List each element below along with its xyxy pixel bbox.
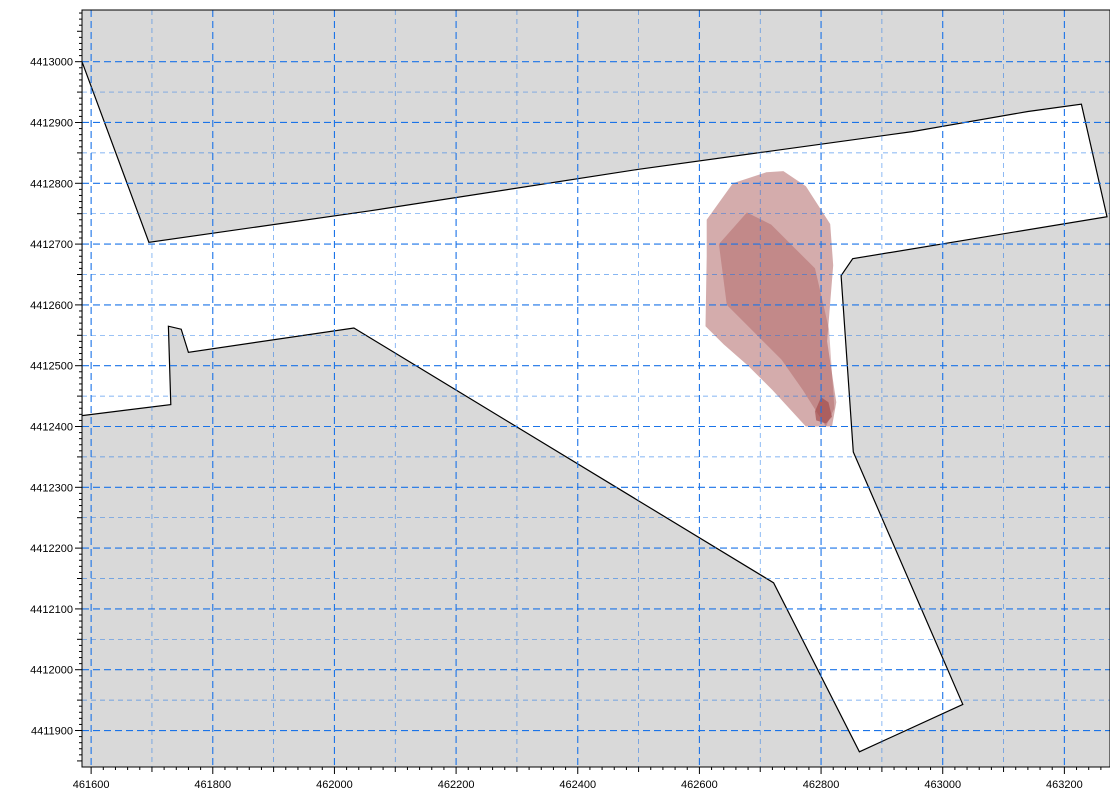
y-tick-label: 4412200 [30, 543, 73, 555]
x-tick-label: 462400 [559, 779, 596, 791]
grid-layer [82, 10, 1110, 767]
plot-frame [81, 9, 1110, 768]
y-tick-label: 4412600 [30, 300, 73, 312]
x-axis: 461600 461800 462000 462200 462400 462600 4628… [73, 767, 1102, 791]
plume-contour-2 [718, 212, 835, 427]
plume-contour-1 [705, 171, 837, 427]
plume-contour-3 [815, 397, 832, 424]
y-tick-label: 4412500 [30, 361, 73, 373]
x-tick-label: 462200 [438, 779, 475, 791]
water-area [82, 61, 1108, 753]
y-tick-label: 4412400 [30, 422, 73, 434]
x-tick-label: 462000 [316, 779, 353, 791]
y-tick-label: 4412800 [30, 178, 73, 190]
x-tick-label: 462800 [803, 779, 840, 791]
x-tick-label: 462600 [681, 779, 718, 791]
y-axis: 4411900 4412000 4412100 4412200 4412300 44124… [30, 12, 82, 762]
y-tick-label: 4411900 [31, 726, 73, 738]
y-tick-label: 4413000 [30, 57, 73, 69]
plot-area [82, 10, 1110, 767]
x-tick-label: 463000 [924, 779, 961, 791]
y-tick-label: 4412100 [30, 604, 73, 616]
x-tick-label: 461600 [73, 779, 110, 791]
y-tick-label: 4412700 [30, 239, 73, 251]
y-tick-label: 4412000 [30, 665, 73, 677]
y-tick-label: 4412300 [30, 482, 73, 494]
x-tick-label: 463200 [1046, 779, 1083, 791]
x-tick-label: 461800 [194, 779, 231, 791]
y-tick-label: 4412900 [30, 117, 73, 129]
